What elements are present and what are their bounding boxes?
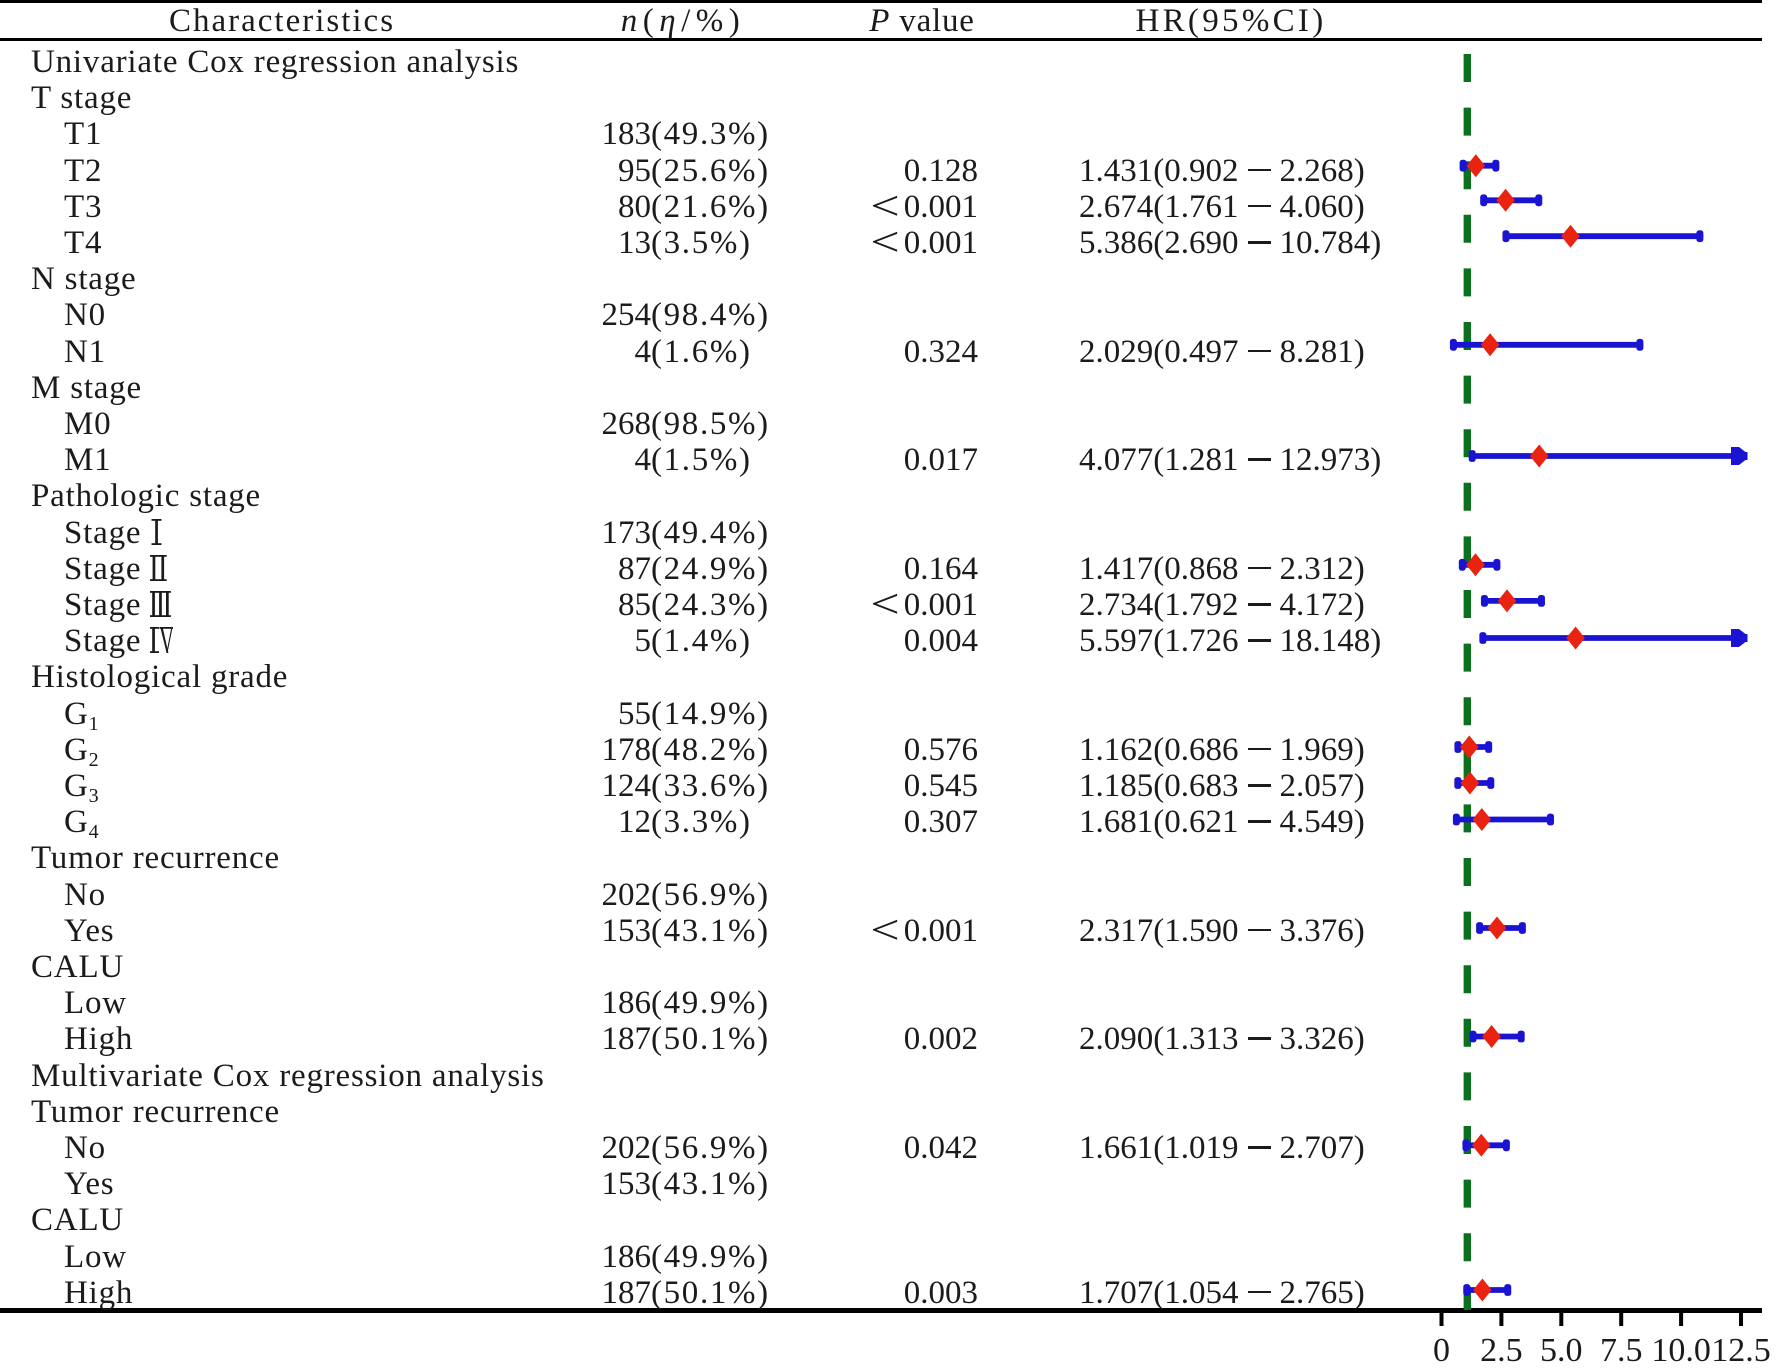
svg-text:2.5: 2.5 (1480, 1332, 1523, 1369)
svg-text:12.5: 12.5 (1711, 1332, 1771, 1369)
svg-text:10.0: 10.0 (1651, 1332, 1711, 1369)
svg-text:0: 0 (1433, 1332, 1450, 1369)
svg-text:7.5: 7.5 (1600, 1332, 1643, 1369)
svg-text:5.0: 5.0 (1540, 1332, 1583, 1369)
